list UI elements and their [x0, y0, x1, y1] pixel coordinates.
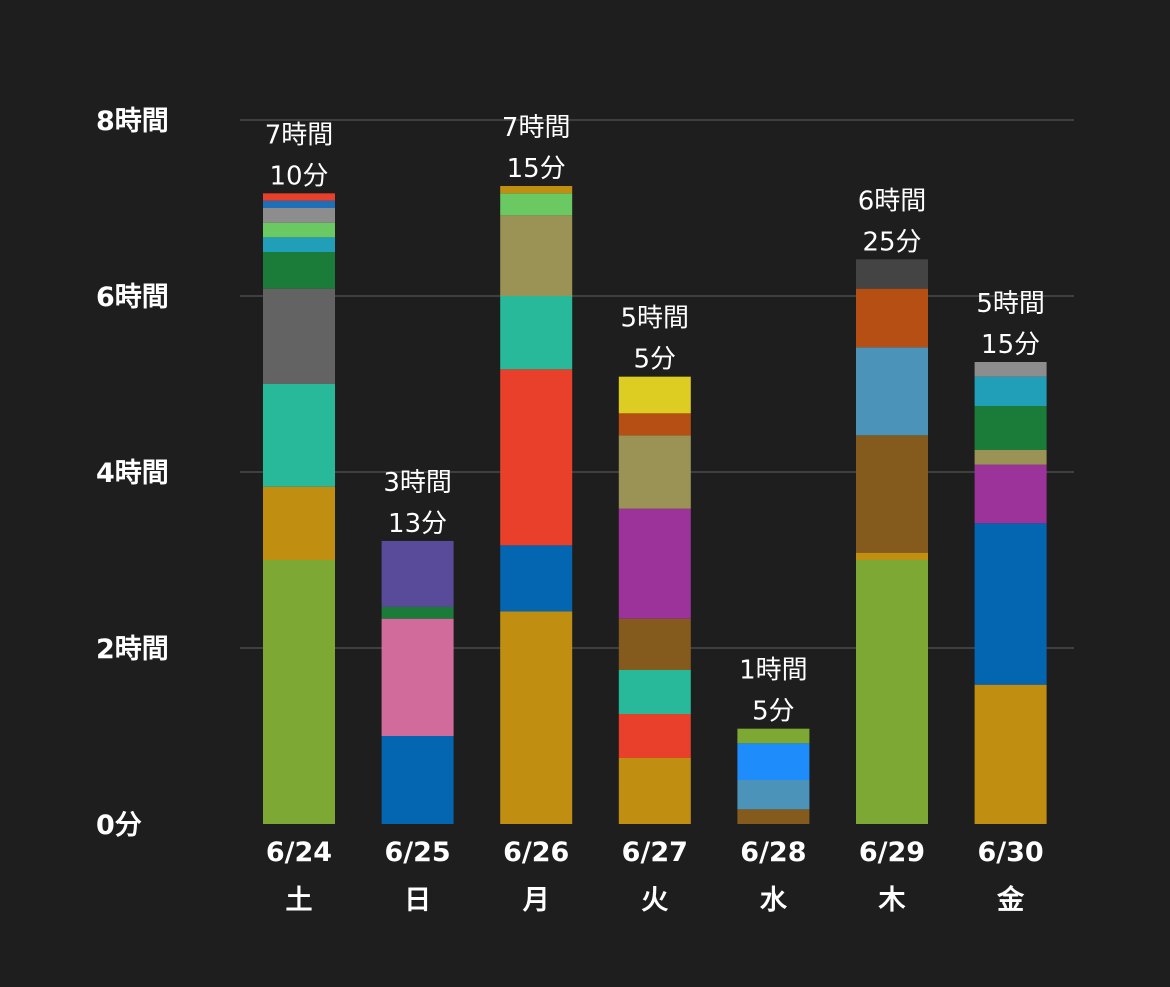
y-tick-label: 2時間 [96, 634, 169, 665]
x-day-label: 月 [522, 885, 550, 916]
y-tick-label: 8時間 [96, 106, 169, 137]
bar-segment [974, 376, 1047, 406]
bar-segment [974, 362, 1047, 377]
bar-segment [263, 560, 335, 824]
y-tick-label: 6時間 [96, 282, 169, 313]
bar-segment [381, 618, 454, 736]
total-label-minutes: 10分 [269, 161, 328, 191]
bar-segment [618, 714, 691, 758]
bar-segment [974, 450, 1047, 465]
bar-segment [856, 288, 928, 348]
bar-segment [856, 560, 928, 824]
bar-segment [263, 384, 335, 487]
x-date-label: 6/26 [503, 837, 569, 868]
x-date-label: 6/25 [384, 837, 450, 868]
y-tick-label: 0分 [96, 810, 142, 841]
total-label-minutes: 5分 [634, 345, 677, 375]
bar-segment [263, 193, 335, 201]
bar-segment [974, 684, 1047, 824]
total-label-minutes: 13分 [388, 509, 447, 539]
bar-segment [263, 222, 335, 238]
bar-segment [618, 413, 691, 436]
total-label-minutes: 15分 [507, 154, 566, 184]
bar-segment [856, 435, 928, 553]
total-label-hours: 3時間 [383, 468, 452, 498]
y-axis: 0分 2時間 4時間 6時間 8時間 [96, 106, 169, 841]
total-label-minutes: 5分 [752, 697, 795, 727]
bar-segment [263, 252, 335, 289]
x-day-label: 土 [286, 885, 313, 916]
x-day-label: 金 [996, 884, 1025, 916]
x-day-label: 日 [404, 885, 431, 916]
bar-segment [856, 259, 928, 289]
x-date-label: 6/28 [740, 837, 806, 868]
bar-segment [737, 743, 810, 780]
bar-segment [500, 215, 573, 296]
bar-segment [974, 406, 1047, 450]
bar-segment [618, 758, 691, 824]
x-date-label: 6/30 [977, 837, 1043, 868]
bar-segment [856, 552, 928, 560]
total-label-hours: 5時間 [976, 289, 1045, 319]
total-label-hours: 6時間 [858, 186, 927, 216]
bar-segment [974, 523, 1047, 685]
bar-segment [263, 288, 335, 384]
bar-segment [381, 606, 454, 619]
bar-segment [974, 464, 1047, 524]
x-day-label: 水 [760, 885, 788, 916]
x-day-label: 木 [878, 885, 906, 916]
bar-segment [618, 670, 691, 714]
bar-segment [500, 296, 573, 370]
bar-segment [737, 728, 810, 744]
bar-segment [618, 618, 691, 670]
total-label-hours: 5時間 [621, 304, 690, 334]
bar-segment [500, 193, 573, 216]
bar-segment [737, 809, 810, 824]
total-label-hours: 7時間 [265, 120, 334, 150]
bar-segment [856, 347, 928, 436]
bar-segment [263, 486, 335, 560]
bar-segment [500, 186, 573, 194]
total-label-minutes: 15分 [981, 330, 1040, 360]
y-tick-label: 4時間 [96, 458, 169, 489]
total-label-hours: 1時間 [739, 656, 808, 686]
total-label-hours: 7時間 [502, 113, 571, 143]
x-axis: 6/24 土 6/25 日 6/26 月 6/27 火 6/28 水 6/29 木 6/30 金 [266, 837, 1044, 916]
bar-segment [618, 376, 691, 414]
bar-segment [500, 369, 573, 546]
x-date-label: 6/27 [622, 837, 688, 868]
bar-segment [500, 611, 573, 824]
bar-segment [263, 200, 335, 208]
bar-segment [263, 208, 335, 223]
bar-segment [381, 736, 454, 824]
total-label-minutes: 25分 [862, 227, 921, 257]
bar-segment [381, 540, 454, 607]
bar-segment [263, 237, 335, 252]
bar-segment [737, 780, 810, 810]
x-date-label: 6/24 [266, 837, 332, 868]
x-date-label: 6/29 [859, 837, 925, 868]
bar-segment [618, 435, 691, 509]
bar-segment [500, 545, 573, 612]
bar-segment [618, 508, 691, 619]
x-day-label: 火 [641, 885, 668, 916]
